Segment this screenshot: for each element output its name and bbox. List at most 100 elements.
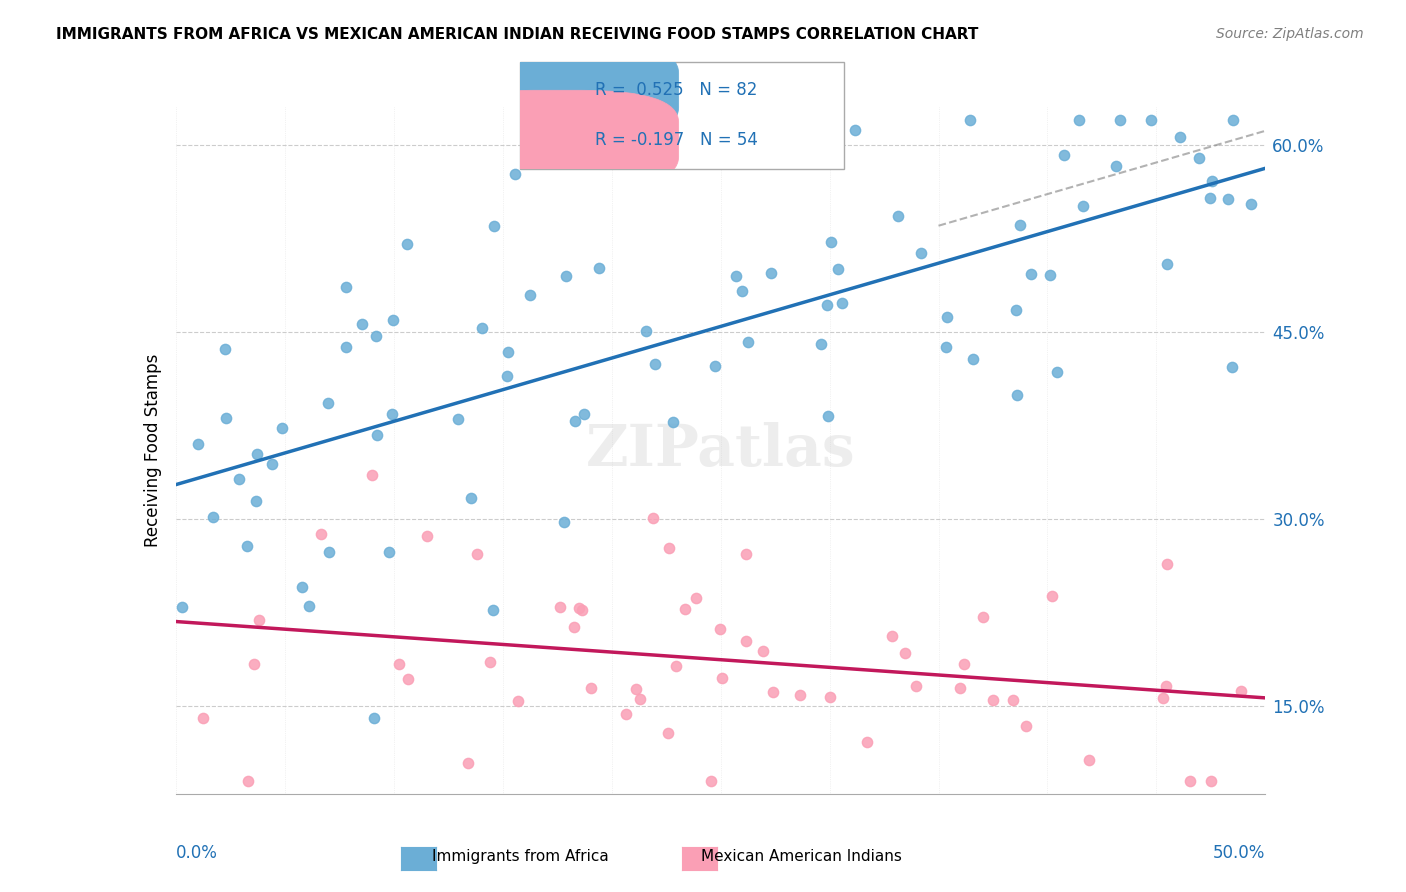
Point: [291, 580, 314, 594]
Text: ZIPatlas: ZIPatlas: [586, 423, 855, 478]
Point: [568, 600, 591, 615]
Point: [460, 491, 482, 505]
Point: [1198, 191, 1220, 205]
Point: [214, 342, 236, 356]
Point: [506, 694, 529, 708]
Point: [810, 337, 832, 351]
Point: [378, 545, 401, 559]
Point: [817, 409, 839, 423]
Point: [519, 287, 541, 301]
Point: [948, 681, 970, 695]
Point: [564, 620, 586, 634]
Point: [962, 352, 984, 367]
Point: [1021, 267, 1043, 281]
Point: [236, 774, 259, 789]
Point: [564, 414, 586, 428]
Point: [364, 329, 387, 343]
Point: [1002, 693, 1025, 707]
Point: [904, 680, 927, 694]
Point: [245, 494, 267, 508]
Point: [1046, 365, 1069, 379]
Point: [1156, 679, 1178, 693]
Point: [215, 411, 238, 425]
Point: [382, 313, 405, 327]
Point: [187, 437, 209, 451]
Point: [886, 209, 908, 223]
Point: [572, 407, 595, 421]
Point: [350, 318, 373, 332]
Point: [550, 600, 572, 615]
Point: [657, 725, 679, 739]
Point: [363, 711, 385, 725]
Point: [482, 603, 505, 617]
Point: [953, 657, 976, 671]
Point: [555, 269, 578, 284]
Point: [856, 735, 879, 749]
Point: [1152, 690, 1174, 705]
Point: [415, 529, 437, 543]
Point: [709, 623, 731, 637]
Point: [734, 633, 756, 648]
Point: [643, 510, 665, 524]
Point: [1240, 197, 1263, 211]
Point: [751, 644, 773, 658]
Point: [735, 547, 758, 561]
FancyBboxPatch shape: [436, 41, 679, 139]
Point: [298, 599, 321, 613]
Point: [1077, 753, 1099, 767]
Point: [228, 472, 250, 486]
Point: [661, 415, 683, 429]
Point: [1220, 359, 1243, 374]
Point: [820, 235, 842, 249]
Point: [465, 547, 488, 561]
Point: [1067, 112, 1090, 127]
Point: [685, 591, 707, 605]
Point: [1201, 174, 1223, 188]
Point: [818, 690, 841, 704]
Point: [959, 112, 981, 127]
Point: [1053, 148, 1076, 162]
Point: [936, 310, 959, 324]
FancyBboxPatch shape: [436, 90, 679, 189]
Point: [1005, 302, 1028, 317]
Point: [388, 657, 411, 671]
Point: [1108, 112, 1130, 127]
Point: [844, 122, 866, 136]
Point: [243, 657, 266, 671]
Point: [1071, 199, 1094, 213]
Point: [1199, 774, 1222, 789]
Point: [1040, 589, 1063, 603]
Point: [366, 428, 388, 442]
Point: [827, 262, 849, 277]
Point: [1014, 719, 1036, 733]
Point: [335, 340, 357, 354]
Point: [316, 396, 339, 410]
Point: [553, 516, 575, 530]
Point: [202, 510, 225, 524]
Point: [731, 284, 754, 298]
Point: [471, 321, 494, 335]
Point: [675, 602, 697, 616]
Point: [246, 447, 269, 461]
Point: [665, 659, 688, 673]
Point: [1156, 257, 1178, 271]
Point: [579, 681, 602, 696]
Point: [1010, 218, 1032, 232]
Point: [1039, 268, 1062, 282]
Point: [571, 602, 593, 616]
Point: [1230, 683, 1253, 698]
Point: [505, 167, 527, 181]
Point: [496, 345, 519, 359]
Point: [935, 340, 957, 354]
Point: [1139, 112, 1161, 127]
Point: [170, 599, 193, 614]
Point: [1216, 192, 1239, 206]
Point: [318, 545, 340, 559]
Text: Immigrants from Africa: Immigrants from Africa: [432, 849, 609, 863]
Point: [496, 368, 519, 383]
Text: Source: ZipAtlas.com: Source: ZipAtlas.com: [1216, 27, 1364, 41]
Point: [710, 671, 733, 685]
Point: [447, 412, 470, 426]
Point: [396, 236, 419, 251]
Point: [1180, 774, 1202, 789]
